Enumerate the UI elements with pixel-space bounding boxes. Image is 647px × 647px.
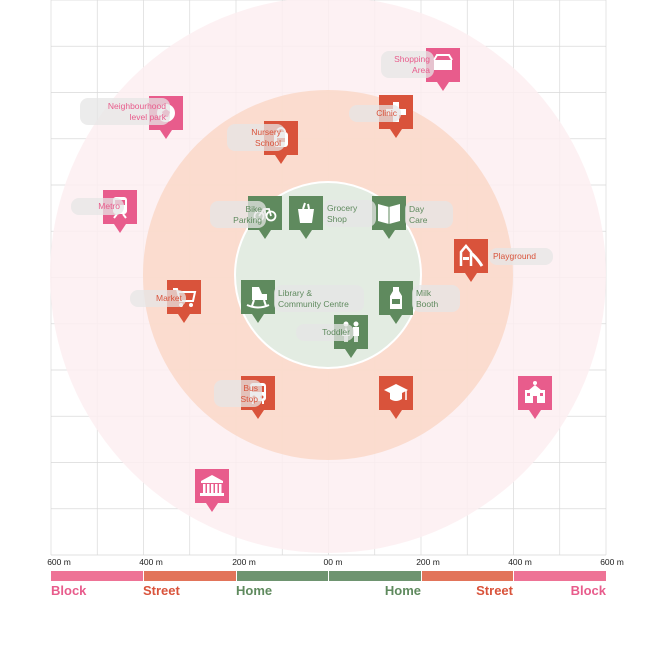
- zone-label-home: Home: [384, 583, 421, 598]
- graduation-cap-icon: [384, 384, 408, 401]
- shopping-bag-icon: [433, 54, 453, 70]
- shopping-area-marker[interactable]: [426, 48, 460, 91]
- education-marker[interactable]: [379, 376, 413, 419]
- library-marker[interactable]: [241, 280, 275, 323]
- clinic-label: Clinic: [349, 105, 401, 122]
- scale-band-block: [51, 571, 143, 581]
- scale-band-home: [237, 571, 328, 581]
- zone-label-street: Street: [143, 583, 180, 598]
- toddler-label: Toddler: [296, 324, 354, 341]
- zone-label-block: Block: [570, 583, 606, 598]
- scale-band-block: [514, 571, 606, 581]
- grocery-bag-icon: [298, 202, 314, 223]
- bus-stop-label: Bus Stop: [214, 380, 262, 407]
- slide-icon: [459, 244, 484, 267]
- scale-tick-label: 600 m: [600, 557, 624, 567]
- scale-tick-label: 600 m: [47, 557, 71, 567]
- day-care-label: Day Care: [405, 201, 453, 228]
- playground-label: Playground: [489, 248, 553, 265]
- scale-tick-label: 400 m: [508, 557, 532, 567]
- scale-tick-label: 200 m: [232, 557, 256, 567]
- day-care-marker[interactable]: [372, 196, 406, 239]
- bike-parking-label: Bike Parking: [210, 201, 266, 228]
- milk-bottle-icon: [390, 287, 402, 309]
- grocery-shop-label: Grocery Shop: [323, 200, 376, 227]
- scale-tick-label: 00 m: [323, 557, 343, 567]
- neighbourhood-park-label: Neighbourhood level park: [80, 98, 170, 125]
- metro-label: Metro: [71, 198, 124, 215]
- book-icon: [378, 204, 400, 224]
- scale-tick-label: 400 m: [139, 557, 163, 567]
- temple-icon: [525, 381, 545, 403]
- market-label: Market: [130, 290, 186, 307]
- zone-label-block: Block: [51, 583, 87, 598]
- museum-icon: [200, 475, 224, 496]
- library-label: Library & Community Centre: [274, 285, 364, 312]
- zone-label-street: Street: [476, 583, 513, 598]
- shopping-area-label: Shopping Area: [381, 51, 434, 78]
- scale-band-home: [329, 571, 421, 581]
- museum-marker[interactable]: [195, 469, 229, 512]
- milk-booth-marker[interactable]: [379, 281, 413, 324]
- zone-label-home: Home: [236, 583, 273, 598]
- nursery-school-label: Nursery School: [227, 124, 285, 151]
- milk-booth-label: Milk Booth: [412, 285, 460, 312]
- scale-tick-label: 200 m: [416, 557, 440, 567]
- playground-marker[interactable]: [454, 239, 488, 282]
- grocery-shop-marker[interactable]: [289, 196, 323, 239]
- scale-band-street: [422, 571, 513, 581]
- building-marker[interactable]: [518, 376, 552, 419]
- rocking-horse-icon: [246, 287, 270, 309]
- scale-band-street: [144, 571, 236, 581]
